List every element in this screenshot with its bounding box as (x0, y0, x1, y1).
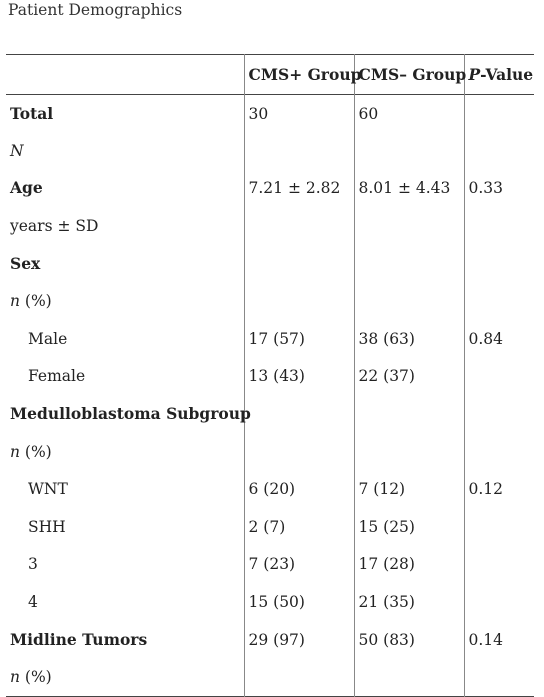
row-label: Sex (10, 253, 41, 273)
row-label: Age (10, 178, 43, 198)
row-unit-italic: n (10, 292, 20, 311)
cell-c3: 7 (12) (353, 470, 464, 509)
cell-c2: 17 (57) (243, 320, 354, 358)
cell-c3 (353, 432, 464, 471)
cell-c2: 7.21 ± 2.82 (243, 169, 354, 208)
cell-c4 (463, 545, 534, 584)
header-p-italic: P (468, 64, 481, 84)
table-row: Midline Tumors 29 (97) 50 (83) 0.14 (6, 620, 534, 659)
cell-c2: 29 (97) (243, 620, 354, 659)
header-cms-plus: CMS+ Group (243, 54, 361, 95)
table-row: Male 17 (57) 38 (63) 0.84 (6, 320, 534, 358)
cell-c2: 7 (23) (243, 545, 354, 584)
cell-c4 (463, 357, 534, 396)
cell-c2: 6 (20) (243, 470, 354, 509)
cell-c4: 0.33 (463, 169, 534, 208)
row-sublabel: WNT (28, 480, 68, 499)
cell-c3: 15 (25) (353, 508, 464, 546)
cell-c2 (243, 207, 354, 245)
cell-c3: 38 (63) (353, 320, 464, 358)
cell-c2 (243, 282, 354, 321)
row-label: Total (10, 103, 54, 123)
cell-c2: 15 (50) (243, 583, 354, 621)
row-label: Midline Tumors (10, 629, 148, 649)
cell-c2 (243, 244, 354, 283)
row-unit-italic: n (10, 442, 20, 461)
row-sublabel: 4 (28, 593, 38, 612)
cell-c4: 0.14 (463, 620, 534, 659)
cell-c3 (353, 282, 464, 321)
cell-c4 (463, 395, 534, 433)
row-unit-italic: N (10, 141, 24, 160)
row-sublabel: SHH (28, 517, 66, 536)
cell-c4 (463, 282, 534, 321)
cell-c3: 50 (83) (353, 620, 464, 659)
cell-c4 (463, 207, 534, 245)
cell-c3 (353, 207, 464, 245)
cell-c3: 17 (28) (353, 545, 464, 584)
cell-c4 (463, 244, 534, 283)
table-row: SHH 2 (7) 15 (25) (6, 508, 534, 546)
cell-c2 (243, 132, 354, 170)
cell-c4 (463, 658, 534, 696)
table-row: 3 7 (23) 17 (28) (6, 545, 534, 584)
cell-c2 (243, 432, 354, 471)
cell-c3 (353, 395, 464, 433)
cell-c4: 0.84 (463, 320, 534, 358)
cell-c4: 0.12 (463, 470, 534, 509)
table-row: years ± SD (6, 207, 534, 245)
cell-c2: 13 (43) (243, 357, 354, 396)
row-unit: n (%) (6, 658, 244, 696)
cell-c3: 60 (353, 94, 464, 133)
demographics-table: CMS+ Group CMS– Group P-Value Total 30 60 N… (6, 54, 534, 697)
cell-c2 (243, 395, 354, 433)
row-unit-text: (%) (19, 442, 52, 461)
table-header-row: CMS+ Group CMS– Group P-Value (6, 54, 534, 95)
row-unit-text: years ± SD (10, 217, 99, 236)
cell-c2: 30 (243, 94, 354, 133)
table-row: N (6, 132, 534, 170)
row-unit-text: (%) (19, 292, 52, 311)
cell-c3: 21 (35) (353, 583, 464, 621)
cell-c4 (463, 94, 534, 133)
cell-c3 (353, 132, 464, 170)
row-unit: n (%) (6, 433, 244, 471)
cell-c4 (463, 583, 534, 621)
header-p-rest: -Value (480, 64, 534, 84)
header-empty (6, 55, 244, 95)
cell-c2 (243, 658, 354, 696)
table-row: 4 15 (50) 21 (35) (6, 583, 534, 621)
table-caption: Patient Demographics (8, 1, 183, 19)
table-row: n (%) (6, 282, 534, 321)
cell-c3: 8.01 ± 4.43 (353, 169, 464, 208)
cell-c3: 22 (37) (353, 357, 464, 396)
row-unit-text: (%) (19, 667, 52, 686)
row-sublabel: Female (28, 367, 86, 386)
cell-c4 (463, 132, 534, 170)
row-unit: N (6, 132, 244, 170)
row-unit: n (%) (6, 282, 244, 320)
row-sublabel: Male (28, 329, 68, 348)
row-unit-italic: n (10, 667, 20, 686)
row-sublabel: 3 (28, 555, 38, 574)
cell-c3 (353, 244, 464, 283)
cell-c3 (353, 658, 464, 696)
table-row: n (%) (6, 432, 534, 471)
header-cms-minus: CMS– Group (353, 54, 466, 95)
table-row: Total 30 60 (6, 94, 534, 133)
cell-c4 (463, 432, 534, 471)
header-p-value: P-Value (463, 54, 534, 95)
table-row: Medulloblastoma Subgroup (6, 395, 534, 433)
row-label: Medulloblastoma Subgroup (10, 404, 251, 424)
cell-c2: 2 (7) (243, 508, 354, 546)
table-row: Sex (6, 244, 534, 283)
row-unit: years ± SD (6, 207, 244, 245)
table-row: Age 7.21 ± 2.82 8.01 ± 4.43 0.33 (6, 169, 534, 208)
table-row: Female 13 (43) 22 (37) (6, 357, 534, 396)
table-row: WNT 6 (20) 7 (12) 0.12 (6, 470, 534, 509)
table-row: n (%) (6, 658, 534, 696)
cell-c4 (463, 508, 534, 546)
